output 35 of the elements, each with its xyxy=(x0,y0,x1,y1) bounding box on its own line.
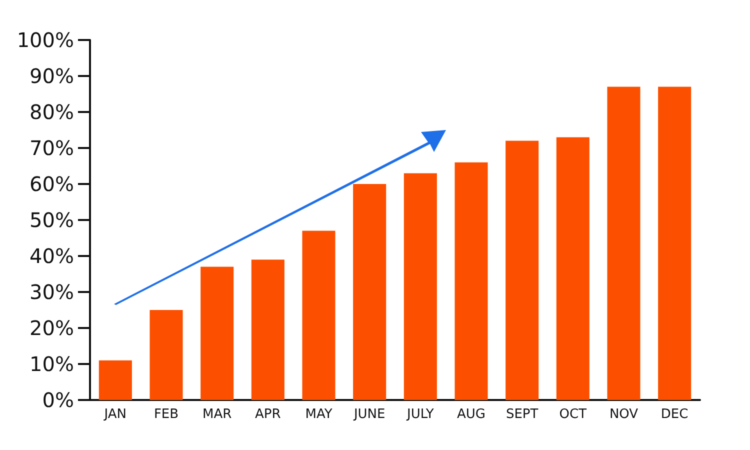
x-tick-label: APR xyxy=(255,407,281,422)
bar xyxy=(404,173,437,400)
y-tick-label: 40% xyxy=(30,244,74,268)
bar xyxy=(251,260,284,400)
x-tick-label: JUNE xyxy=(352,407,386,422)
y-tick-label: 100% xyxy=(16,28,74,52)
bar xyxy=(98,360,132,400)
y-tick-label: 10% xyxy=(30,352,74,376)
x-tick-label: AUG xyxy=(457,407,486,422)
x-tick-label: JULY xyxy=(406,407,434,422)
bar xyxy=(506,140,539,400)
bar xyxy=(556,137,590,400)
y-tick-label: 20% xyxy=(30,316,74,340)
x-tick-label: OCT xyxy=(559,407,587,422)
bar xyxy=(302,230,336,400)
x-tick-label: FEB xyxy=(154,407,179,422)
x-tick-label: MAY xyxy=(305,407,332,422)
y-tick-label: 70% xyxy=(30,136,74,160)
x-tick-label: SEPT xyxy=(506,407,538,422)
x-tick-label: DEC xyxy=(660,407,688,422)
y-tick-label: 50% xyxy=(30,208,74,232)
x-tick-label: NOV xyxy=(609,407,638,422)
y-tick-label: 80% xyxy=(30,100,74,124)
y-tick-label: 30% xyxy=(30,280,74,304)
bar xyxy=(658,86,692,400)
bar xyxy=(607,86,640,400)
bar xyxy=(150,310,183,400)
x-tick-label: JAN xyxy=(103,407,127,422)
y-tick-label: 90% xyxy=(30,64,74,88)
bar xyxy=(200,266,234,400)
bar xyxy=(454,162,488,400)
y-tick-label: 60% xyxy=(30,172,74,196)
x-tick-label: MAR xyxy=(202,407,232,422)
bar xyxy=(353,184,386,400)
y-tick-label: 0% xyxy=(42,388,74,412)
